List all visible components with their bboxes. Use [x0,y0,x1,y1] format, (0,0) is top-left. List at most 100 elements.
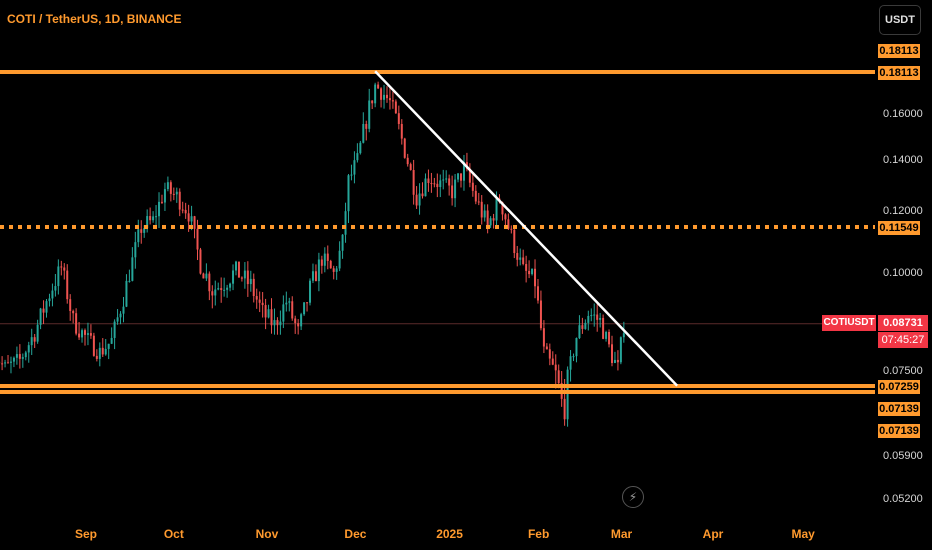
candle-body [551,358,554,365]
candle-body [460,173,463,181]
candle-body [536,286,539,301]
candle-body [557,370,560,384]
candle-body [309,280,312,303]
currency-button[interactable]: USDT [879,5,921,35]
level-badge: 0.18113 [878,66,920,80]
candle-body [214,289,217,296]
candle-body [566,369,569,420]
candle-body [394,101,397,114]
candle-body [610,344,613,363]
candle-body [249,278,252,285]
candle-body [383,94,386,100]
candle-body [101,347,104,355]
candle-body [4,362,7,364]
candle-body [104,348,107,355]
candle-body [190,216,193,222]
candle-body [208,273,211,292]
candle-body [528,270,531,275]
candle-body [146,216,149,229]
candle-body [590,315,593,317]
candle-body [471,182,474,191]
candle-body [69,299,72,311]
candle-body [385,94,388,99]
candle-body [297,323,300,327]
candle-body [368,100,371,129]
candle-body [593,314,596,316]
candle-body [501,202,504,215]
candle-body [492,218,495,221]
y-tick-label: 0.07500 [883,365,923,377]
horizontal-levels [0,70,875,394]
candle-body [128,280,131,282]
candle-body [489,218,492,226]
lightning-bolt-icon[interactable]: ⚡ [622,486,644,508]
candle-body [39,308,42,325]
candle-body [294,318,297,324]
candle-body [457,173,460,180]
candle-body [187,213,190,222]
candle-body [344,211,347,235]
x-tick-label: Dec [344,527,367,541]
candle-body [323,253,326,266]
candle-body [92,335,95,356]
candle-body [261,302,264,306]
candle-body [619,337,622,363]
candle-body [36,324,39,342]
candle-body [193,216,196,229]
candle-body [258,299,261,303]
candle-body [116,317,119,322]
candle-body [391,100,394,102]
candle-body [199,249,202,274]
candle-body [86,333,89,335]
candle-body [131,257,134,281]
candle-body [548,349,551,359]
candle-body [569,356,572,370]
candle-body [15,354,18,358]
current-price-badge: 0.08731 [878,315,928,331]
x-tick-label: Feb [527,527,550,541]
candle-body [427,178,430,184]
candle-body [454,179,457,199]
x-tick-label: Nov [255,527,279,541]
level-badge: 0.07259 [878,380,920,394]
candle-body [380,88,383,100]
candle-body [338,250,341,269]
candle-body [602,317,605,339]
candle-body [545,346,548,350]
candle-body [98,347,101,359]
y-tick-label: 0.12000 [883,205,923,217]
candle-body [542,328,545,347]
candle-body [140,229,143,233]
candle-body [539,300,542,329]
candle-body [72,310,75,314]
candle-body [525,264,528,271]
candle-body [332,268,335,272]
candle-body [320,259,323,266]
x-tick-label: Apr [702,527,724,541]
candle-body [226,287,229,290]
candle-body [445,178,448,180]
candle-body [519,257,522,260]
candle-body [613,359,616,363]
symbol-title[interactable]: COTI / TetherUS, 1D, BINANCE [7,12,182,26]
candle-body [84,330,86,335]
candle-body [181,209,184,211]
candle-body [596,314,599,320]
candle-body [531,268,534,275]
candle-body [110,337,113,344]
candle-body [240,277,243,279]
candle-body [276,320,279,326]
candle-body [409,164,412,171]
candle-body [217,288,220,290]
candle-body [279,321,282,326]
candle-body [166,182,169,190]
candle-body [267,309,270,318]
candle-body [21,357,24,359]
candle-body [113,321,116,338]
candle-body [563,398,566,420]
candle-body [365,123,368,129]
candle-body [406,157,409,165]
candle-body [608,331,611,345]
